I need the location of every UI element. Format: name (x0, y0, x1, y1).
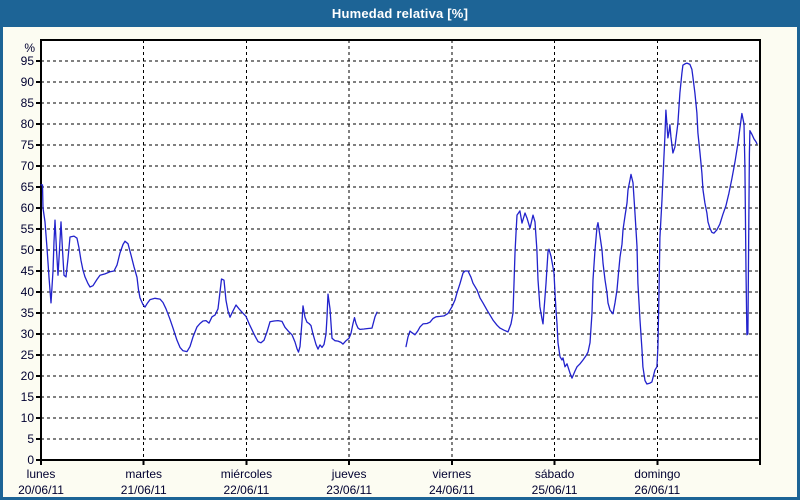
title-bar: Humedad relativa [%] (0, 0, 800, 27)
y-tick-label: 0 (27, 453, 34, 467)
y-tick-label: 15 (21, 390, 35, 404)
x-day-label: lunes (27, 467, 56, 481)
y-tick-label: 5 (27, 432, 34, 446)
x-date-label: 20/06/11 (18, 483, 64, 497)
plot-frame (40, 39, 761, 461)
x-date-label: 26/06/11 (634, 483, 680, 497)
x-date-label: 25/06/11 (532, 483, 578, 497)
x-day-label: martes (125, 467, 162, 481)
y-tick-label: 90 (21, 75, 35, 89)
x-date-label: 21/06/11 (121, 483, 167, 497)
x-day-label: sábado (535, 467, 575, 481)
x-date-label: 22/06/11 (224, 483, 270, 497)
x-date-label: 24/06/11 (429, 483, 475, 497)
y-axis-unit-label: % (24, 41, 35, 55)
x-day-label: viernes (433, 467, 472, 481)
chart-title: Humedad relativa [%] (331, 6, 469, 21)
y-tick-label: 80 (21, 117, 35, 131)
y-tick-label: 35 (21, 306, 35, 320)
y-tick-label: 25 (21, 348, 35, 362)
y-tick-label: 95 (21, 54, 35, 68)
x-day-label: jueves (331, 467, 367, 481)
y-tick-label: 50 (21, 243, 35, 257)
y-tick-label: 70 (21, 159, 35, 173)
humidity-series-line (40, 184, 378, 353)
y-tick-label: 60 (21, 201, 35, 215)
y-tick-label: 30 (21, 327, 35, 341)
y-tick-label: 75 (21, 138, 35, 152)
x-day-label: miércoles (221, 467, 272, 481)
y-tick-label: 85 (21, 96, 35, 110)
y-tick-label: 20 (21, 369, 35, 383)
y-tick-label: 40 (21, 285, 35, 299)
x-date-label: 23/06/11 (326, 483, 372, 497)
humidity-series-line (405, 62, 758, 385)
y-tick-label: 45 (21, 264, 35, 278)
y-tick-label: 10 (21, 411, 35, 425)
y-tick-label: 55 (21, 222, 35, 236)
y-tick-label: 65 (21, 180, 35, 194)
x-day-label: domingo (634, 467, 680, 481)
plot-area (41, 40, 760, 460)
